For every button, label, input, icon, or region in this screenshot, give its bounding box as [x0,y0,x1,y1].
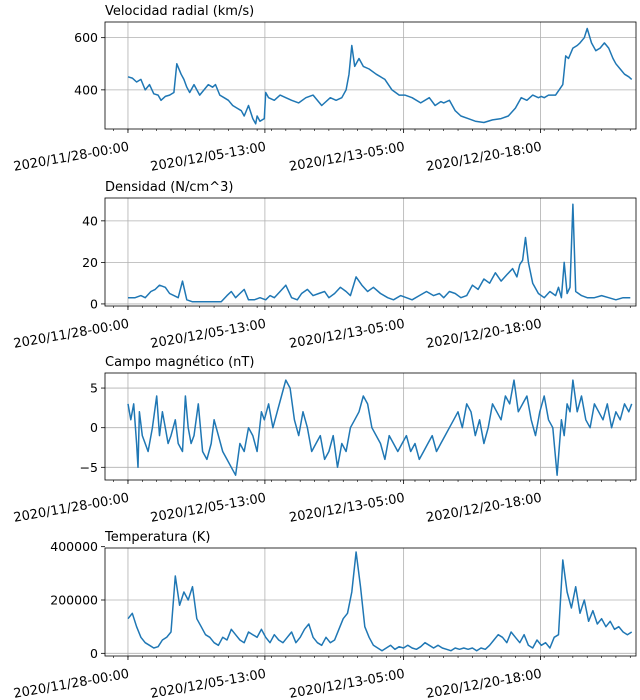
x-tick-label: 2020/11/28-00:00 [12,491,130,526]
y-tick-label: 400000 [50,539,98,554]
x-tick-label: 2020/12/05-13:00 [149,140,267,175]
chart-panel-3: Campo magnético (nT) −5 0 5 2020/11/28-00:00… [12,355,637,526]
chart-panel-1: Velocidad radial (km/s) 400 600 2020/11/28-… [12,4,637,175]
chart-panel-2: Densidad (N/cm^3) 0 20 40 2020/11/28-00:00 20… [12,180,637,352]
axes-frame [104,372,637,481]
y-tick-label: 5 [90,381,98,396]
series-line [128,203,631,303]
series-line [127,551,633,652]
y-tick-label: 40 [82,213,98,228]
chart-title: Velocidad radial (km/s) [105,4,254,19]
series-line [127,27,633,125]
x-tick-label: 2020/12/05-13:00 [149,317,267,352]
x-tick-label: 2020/12/20-18:00 [425,491,543,526]
y-tick-label: 600 [74,30,98,45]
x-tick-label: 2020/12/13-05:00 [288,667,406,700]
y-tick-label: 0 [90,646,98,661]
axes-frame [104,21,637,130]
x-tick-label: 2020/12/13-05:00 [288,317,406,352]
x-tick-label: 2020/11/28-00:00 [12,667,130,700]
y-tick-label: −5 [80,460,98,475]
y-tick-label: 0 [90,420,98,435]
x-tick-label: 2020/12/05-13:00 [149,491,267,526]
axes-frame [104,547,637,657]
x-tick-label: 2020/12/05-13:00 [149,667,267,700]
y-tick-label: 20 [82,255,98,270]
x-tick-label: 2020/12/13-05:00 [288,140,406,175]
y-tick-label: 400 [74,82,98,97]
chart-title: Temperatura (K) [104,530,210,545]
x-tick-label: 2020/11/28-00:00 [12,140,130,175]
x-tick-label: 2020/12/20-18:00 [425,317,543,352]
x-tick-label: 2020/12/20-18:00 [425,140,543,175]
series-line [127,379,633,476]
y-tick-label: 200000 [50,593,98,608]
x-tick-label: 2020/12/13-05:00 [288,491,406,526]
chart-panel-4: Temperatura (K) 0 200000 400000 2020/11/28-0… [12,530,637,700]
axes-frame [104,197,637,307]
chart-title: Campo magnético (nT) [105,355,254,370]
x-tick-label: 2020/12/20-18:00 [425,667,543,700]
x-tick-label: 2020/11/28-00:00 [12,317,130,352]
chart-title: Densidad (N/cm^3) [105,180,233,195]
y-tick-label: 0 [90,296,98,311]
